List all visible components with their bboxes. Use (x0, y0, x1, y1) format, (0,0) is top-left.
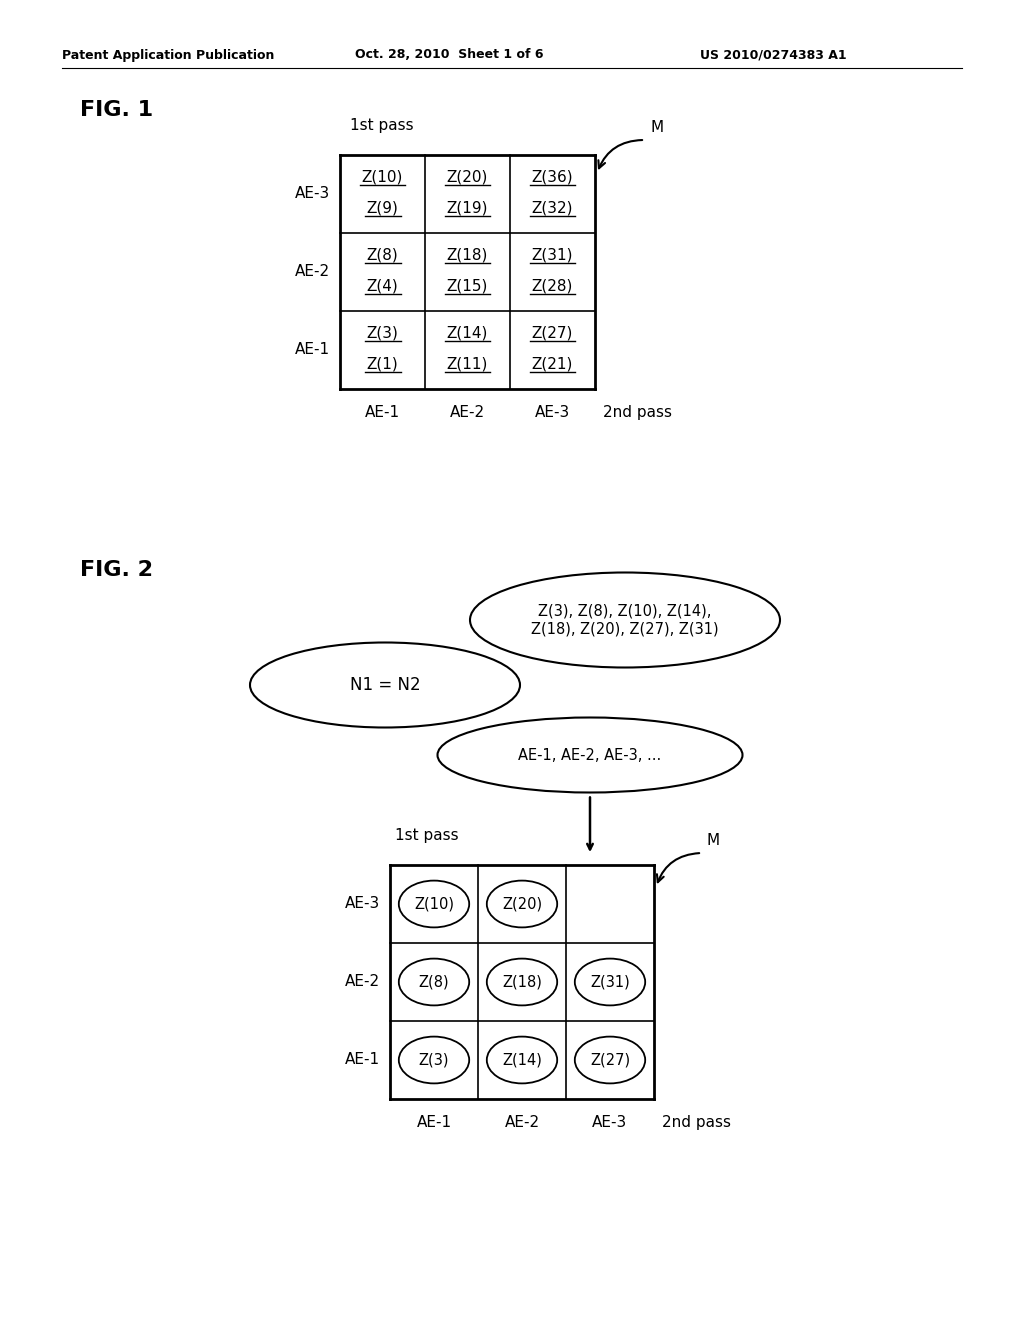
Text: AE-2: AE-2 (450, 405, 485, 420)
Text: AE-1: AE-1 (295, 342, 330, 358)
Text: Patent Application Publication: Patent Application Publication (62, 49, 274, 62)
Text: N1 = N2: N1 = N2 (349, 676, 420, 694)
Text: FIG. 2: FIG. 2 (80, 560, 153, 579)
Text: 1st pass: 1st pass (350, 117, 414, 133)
Text: AE-3: AE-3 (295, 186, 330, 202)
Text: M: M (650, 120, 664, 135)
Text: Z(28): Z(28) (531, 279, 573, 293)
Text: Z(1): Z(1) (367, 356, 398, 371)
Text: 1st pass: 1st pass (395, 828, 459, 843)
Text: AE-2: AE-2 (505, 1115, 540, 1130)
Text: 2nd pass: 2nd pass (603, 405, 672, 420)
Text: Z(3): Z(3) (419, 1052, 450, 1068)
Text: US 2010/0274383 A1: US 2010/0274383 A1 (700, 49, 847, 62)
FancyArrowPatch shape (598, 140, 642, 168)
Text: Z(27): Z(27) (590, 1052, 630, 1068)
Text: Z(11): Z(11) (446, 356, 488, 371)
Text: Z(9): Z(9) (367, 201, 398, 215)
Text: Z(19): Z(19) (446, 201, 488, 215)
Text: AE-1: AE-1 (417, 1115, 452, 1130)
Text: Z(14): Z(14) (446, 325, 488, 341)
Text: Z(32): Z(32) (531, 201, 573, 215)
Text: Z(3), Z(8), Z(10), Z(14),
Z(18), Z(20), Z(27), Z(31): Z(3), Z(8), Z(10), Z(14), Z(18), Z(20), … (531, 603, 719, 636)
Text: Z(21): Z(21) (531, 356, 573, 371)
Text: Z(31): Z(31) (590, 974, 630, 990)
Text: Z(3): Z(3) (367, 325, 398, 341)
Text: 2nd pass: 2nd pass (662, 1115, 731, 1130)
Text: Oct. 28, 2010  Sheet 1 of 6: Oct. 28, 2010 Sheet 1 of 6 (355, 49, 544, 62)
Text: AE-3: AE-3 (345, 896, 380, 912)
Text: Z(14): Z(14) (502, 1052, 542, 1068)
Text: Z(18): Z(18) (502, 974, 542, 990)
Text: Z(8): Z(8) (367, 247, 398, 263)
Text: Z(10): Z(10) (361, 169, 403, 185)
Text: AE-1, AE-2, AE-3, ...: AE-1, AE-2, AE-3, ... (518, 747, 662, 763)
Text: M: M (707, 833, 720, 847)
Text: Z(15): Z(15) (446, 279, 488, 293)
Text: FIG. 1: FIG. 1 (80, 100, 154, 120)
Text: Z(31): Z(31) (531, 247, 573, 263)
Text: AE-1: AE-1 (345, 1052, 380, 1068)
Text: Z(20): Z(20) (446, 169, 488, 185)
Text: AE-1: AE-1 (365, 405, 400, 420)
Text: AE-2: AE-2 (295, 264, 330, 280)
Text: Z(20): Z(20) (502, 896, 542, 912)
Text: Z(27): Z(27) (531, 325, 573, 341)
Text: Z(8): Z(8) (419, 974, 450, 990)
Text: Z(10): Z(10) (414, 896, 454, 912)
FancyArrowPatch shape (657, 853, 699, 882)
Text: Z(36): Z(36) (531, 169, 573, 185)
Text: AE-2: AE-2 (345, 974, 380, 990)
Text: Z(4): Z(4) (367, 279, 398, 293)
Text: AE-3: AE-3 (592, 1115, 628, 1130)
Text: Z(18): Z(18) (446, 247, 488, 263)
Text: AE-3: AE-3 (535, 405, 570, 420)
